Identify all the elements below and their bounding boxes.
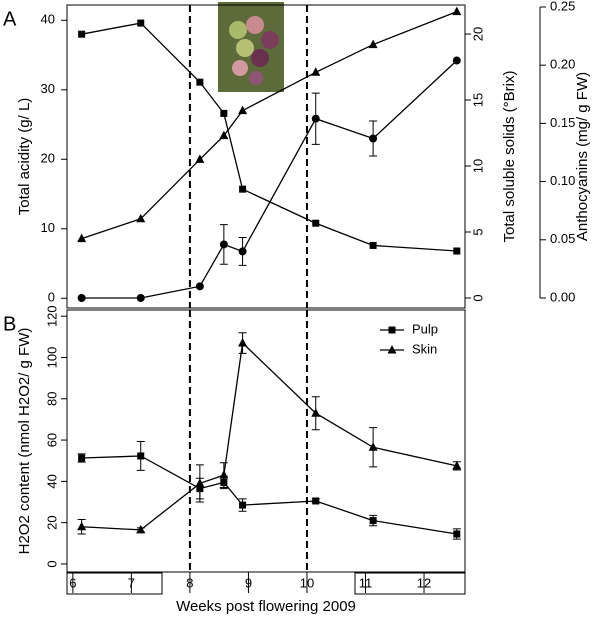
marker-square [453, 247, 461, 255]
y-tick-label: 100 [44, 347, 59, 369]
marker-triangle [136, 213, 146, 223]
marker-circle [452, 56, 461, 65]
plot-frame [66, 4, 466, 309]
marker-triangle [195, 154, 205, 163]
y-axis-title: H2O2 content (nmol H2O2/ g FW) [16, 328, 33, 555]
series-line [81, 455, 457, 535]
plot-frame [66, 309, 466, 573]
marker-triangle [452, 460, 462, 470]
y3-tick-label: 0.05 [550, 231, 575, 246]
marker-triangle [136, 524, 146, 534]
marker-triangle [77, 521, 87, 531]
x-tick-label: 10 [300, 575, 314, 590]
y3-tick-label: 0.10 [550, 173, 575, 188]
marker-triangle [311, 408, 321, 417]
y-tick-label: 40 [41, 12, 55, 27]
x-tick-label: 9 [245, 575, 252, 590]
y3-tick-label: 0.15 [550, 115, 575, 130]
y-tick-label: 60 [44, 433, 59, 447]
marker-circle [195, 282, 204, 291]
x-tick-label: 6 [69, 575, 76, 590]
y2-tick-label: 0 [470, 294, 485, 301]
legend-marker [387, 345, 397, 354]
marker-circle [369, 134, 378, 143]
marker-square [196, 78, 204, 86]
marker-square [137, 452, 145, 460]
marker-circle [136, 293, 145, 302]
y-tick-label: 40 [44, 474, 59, 488]
grape [261, 31, 279, 49]
series-line [81, 60, 458, 299]
marker-square [369, 241, 377, 249]
marker-square [137, 19, 145, 27]
y-tick-label: 20 [41, 151, 55, 166]
marker-square [239, 501, 247, 509]
week-box [66, 572, 163, 595]
marker-triangle [452, 6, 462, 16]
marker-square [312, 497, 320, 505]
y-tick-label: 10 [41, 220, 55, 235]
grape [236, 39, 254, 57]
y-tick-label: 30 [41, 81, 55, 96]
panel-label: A [3, 8, 17, 30]
series-line [81, 341, 457, 531]
marker-triangle [368, 39, 378, 49]
y-tick-label: 80 [44, 392, 59, 406]
legend-marker [388, 326, 396, 334]
marker-triangle [219, 130, 229, 140]
grape [249, 71, 263, 85]
y2-tick-label: 15 [470, 93, 485, 107]
marker-square [453, 530, 461, 538]
marker-triangle [238, 105, 248, 115]
y2-axis-title: Total soluble solids (°Brix) [501, 71, 518, 243]
x-tick-label: 8 [186, 575, 193, 590]
marker-square [369, 517, 377, 525]
y2-tick-label: 20 [470, 27, 485, 41]
grape [251, 49, 269, 67]
x-tick-label: 11 [359, 575, 373, 590]
y-axis-title: Total acidity (g/ L) [16, 98, 33, 216]
marker-circle [219, 240, 228, 249]
marker-triangle [195, 478, 205, 487]
marker-triangle [311, 67, 321, 76]
x-tick-label: 12 [417, 575, 431, 590]
series-line [81, 10, 458, 240]
grape [232, 60, 248, 76]
y-tick-label: 0 [48, 290, 55, 305]
y3-axis-title: Anthocyanins (mg/ g FW) [574, 72, 591, 241]
week-box [354, 572, 466, 595]
x-tick-label: 7 [128, 575, 135, 590]
y3-tick-label: 0.20 [550, 57, 575, 72]
y2-tick-label: 10 [470, 159, 485, 173]
marker-circle [311, 114, 320, 123]
marker-square [78, 30, 86, 38]
grape [229, 21, 247, 39]
y2-tick-label: 5 [470, 228, 485, 235]
marker-triangle [77, 233, 87, 243]
y3-tick-label: 0.25 [550, 0, 575, 13]
marker-circle [238, 247, 247, 256]
y-tick-label: 120 [44, 305, 59, 327]
grape [246, 16, 264, 34]
marker-triangle [368, 442, 378, 451]
x-axis-title: Weeks post flowering 2009 [176, 598, 356, 615]
legend-label: Skin [412, 341, 437, 356]
marker-square [220, 109, 228, 117]
panel-label: B [3, 313, 16, 335]
marker-triangle [219, 470, 229, 479]
series-line [81, 22, 457, 252]
marker-triangle [238, 338, 248, 347]
marker-square [312, 219, 320, 227]
marker-circle [77, 293, 86, 302]
legend-label: Pulp [412, 321, 438, 336]
grape-photo [218, 2, 284, 92]
y-tick-label: 0 [44, 560, 59, 567]
marker-square [239, 185, 247, 193]
y-tick-label: 20 [44, 515, 59, 529]
marker-square [78, 454, 86, 462]
y3-tick-label: 0.00 [550, 289, 575, 304]
